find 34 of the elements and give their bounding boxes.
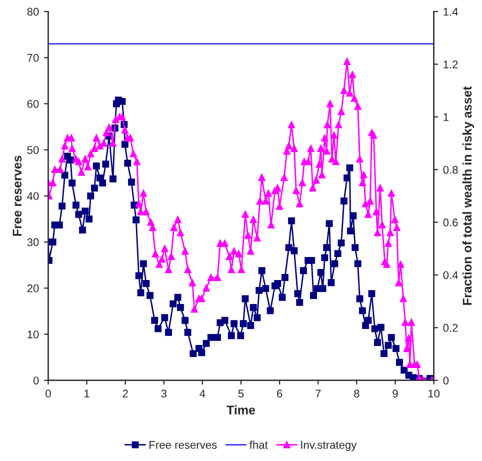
- y2-tick-label: 0.6: [443, 218, 458, 226]
- legend-label: Inv.strategy: [301, 441, 357, 451]
- y2-tick-label: 0.4: [443, 271, 458, 280]
- y2-tick-label: 0.2: [443, 324, 458, 332]
- y-tick-label: 30: [27, 238, 39, 246]
- x-tick-label: 6: [277, 390, 282, 398]
- y-tick-label: 50: [27, 146, 39, 154]
- y2-tick-label: 1.2: [444, 60, 458, 68]
- x-tick-label: 10: [428, 390, 440, 398]
- x-tick-label: 5: [238, 390, 244, 398]
- y2-tick-label: 1: [444, 113, 448, 121]
- legend-label: Free reserves: [150, 441, 217, 449]
- y-tick-label: 80: [27, 8, 39, 16]
- y-axis-title: Free reserves: [12, 156, 22, 236]
- x-tick-label: 2: [122, 390, 128, 398]
- y2-tick-label: 0: [443, 376, 449, 384]
- legend-label: fhat: [250, 440, 268, 449]
- y2-tick-label: 0.8: [443, 166, 458, 174]
- x-tick-label: 7: [316, 390, 321, 398]
- y2-tick-label: 1.4: [444, 8, 458, 16]
- x-tick-label: 3: [161, 390, 166, 398]
- x-tick-label: 0: [46, 390, 51, 398]
- x-axis-title: Time: [226, 405, 256, 414]
- y2-axis-title: Fraction of total wealth in risky asset: [462, 86, 474, 305]
- y-tick-label: 60: [27, 100, 39, 108]
- y-tick-label: 70: [27, 54, 39, 62]
- x-tick-label: 4: [200, 390, 206, 398]
- y-tick-label: 40: [27, 192, 39, 200]
- x-tick-label: 1: [84, 390, 90, 398]
- x-tick-label: 9: [392, 390, 398, 398]
- y-tick-label: 0: [33, 376, 39, 384]
- x-tick-label: 8: [354, 390, 360, 398]
- y-tick-label: 20: [27, 284, 39, 292]
- y-tick-label: 10: [28, 330, 39, 338]
